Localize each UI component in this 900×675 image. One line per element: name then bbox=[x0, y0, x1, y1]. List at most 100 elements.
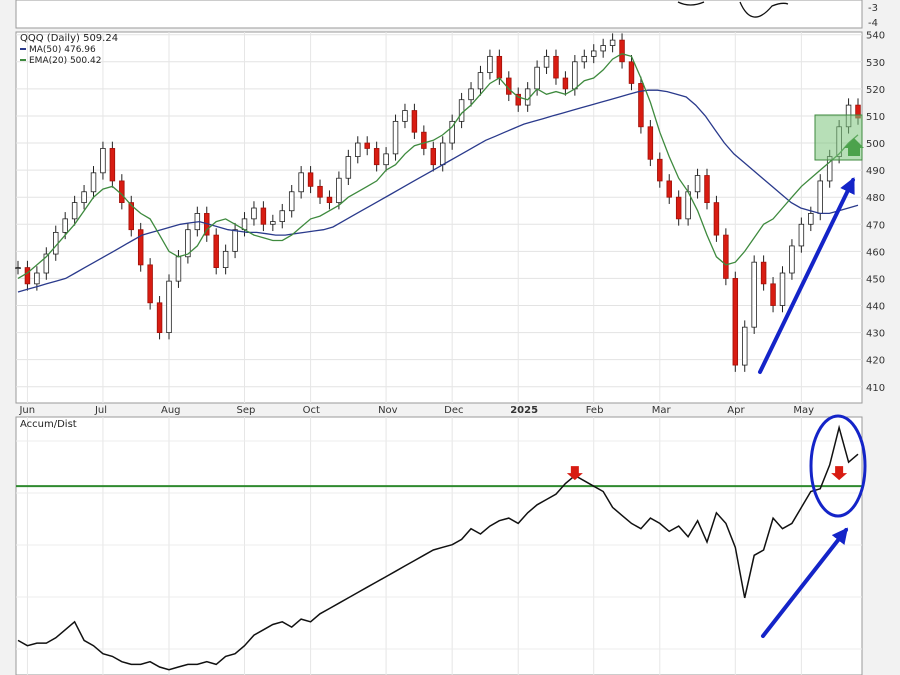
ad-highlight-circle bbox=[809, 414, 867, 518]
ad-line bbox=[17, 424, 859, 671]
candle-body bbox=[232, 229, 238, 252]
price-legend: QQQ (Daily) 509.24 MA(50) 476.96 EMA(20)… bbox=[20, 33, 118, 66]
ad-trend-arrow bbox=[761, 527, 848, 638]
candle-body bbox=[34, 272, 40, 285]
candle-body bbox=[288, 191, 295, 212]
candle-body bbox=[581, 55, 588, 63]
candle-body bbox=[760, 261, 767, 285]
x-tick-label: Apr bbox=[727, 405, 745, 416]
candle-body bbox=[704, 175, 710, 204]
candle-body bbox=[723, 234, 729, 279]
candle-body bbox=[468, 88, 474, 101]
candle-body bbox=[657, 158, 663, 182]
price-tick-label: 460 bbox=[866, 247, 885, 258]
candle-body bbox=[770, 283, 776, 306]
price-tick-label: 520 bbox=[866, 85, 885, 96]
candle-body bbox=[364, 142, 370, 149]
candle-body bbox=[166, 280, 172, 333]
x-tick-label: Jul bbox=[94, 405, 107, 416]
candle-body bbox=[808, 213, 814, 225]
candle-body bbox=[147, 264, 153, 304]
candle-body bbox=[496, 55, 503, 79]
candle-body bbox=[572, 61, 578, 90]
candle-body bbox=[336, 177, 342, 204]
green-up-arrow-icon bbox=[844, 138, 864, 156]
candle-body bbox=[175, 256, 182, 282]
candle-body bbox=[590, 50, 597, 57]
candle-body bbox=[326, 196, 333, 204]
ad-grid bbox=[16, 417, 862, 675]
candle-body bbox=[789, 245, 795, 274]
ma50-line bbox=[17, 89, 859, 293]
candle-body bbox=[43, 253, 50, 274]
top-tick-3: -3 bbox=[868, 3, 878, 14]
candle-body bbox=[619, 39, 625, 63]
candle-body bbox=[553, 55, 559, 79]
candle-body bbox=[751, 261, 757, 328]
red-down-arrow-icon bbox=[566, 466, 583, 481]
candle-body bbox=[24, 267, 31, 285]
price-tick-label: 470 bbox=[866, 220, 885, 231]
candle-body bbox=[307, 172, 314, 187]
candle-body bbox=[137, 229, 144, 266]
candle-body bbox=[562, 77, 569, 90]
candle-body bbox=[119, 180, 125, 204]
ad-red-markers bbox=[566, 466, 848, 481]
candle-body bbox=[279, 210, 286, 222]
candle-body bbox=[515, 93, 521, 106]
candle-body bbox=[647, 126, 654, 160]
candle-body bbox=[411, 110, 418, 133]
candle-body bbox=[600, 45, 606, 52]
top-tick-4: -4 bbox=[868, 18, 878, 29]
price-tick-label: 480 bbox=[866, 193, 885, 204]
candle-body bbox=[71, 202, 78, 220]
price-tick-label: 490 bbox=[866, 166, 885, 177]
candle-body bbox=[100, 148, 106, 174]
candle-body bbox=[156, 302, 163, 333]
candle-body bbox=[675, 196, 682, 220]
candle-body bbox=[373, 148, 380, 166]
candle-body bbox=[15, 267, 21, 269]
price-trend-arrow bbox=[758, 177, 855, 374]
candle-body bbox=[298, 172, 304, 193]
candle-body bbox=[81, 191, 87, 204]
candle-body bbox=[383, 153, 389, 166]
candle-body bbox=[185, 229, 191, 258]
top-indicator-panel bbox=[15, 0, 863, 29]
top-indicator-line-2 bbox=[739, 1, 789, 18]
x-tick-label: Sep bbox=[237, 405, 256, 416]
candle-body bbox=[779, 272, 786, 306]
candle-body bbox=[213, 234, 219, 268]
candle-body bbox=[421, 131, 427, 149]
candle-body bbox=[222, 250, 229, 268]
candle-body bbox=[128, 202, 134, 231]
candle-body bbox=[742, 326, 748, 366]
candle-body bbox=[609, 39, 616, 46]
x-tick-label: Mar bbox=[652, 405, 672, 416]
candle-body bbox=[458, 99, 465, 122]
price-panel bbox=[15, 31, 863, 404]
ema-legend-label: EMA(20) 500.42 bbox=[29, 56, 101, 66]
candle-body bbox=[694, 175, 701, 193]
x-tick-label: Feb bbox=[586, 405, 604, 416]
candle-body bbox=[817, 180, 823, 214]
candle-body bbox=[628, 61, 635, 84]
candle-body bbox=[345, 156, 352, 179]
candle-body bbox=[534, 66, 540, 90]
candle-body bbox=[487, 55, 493, 74]
x-tick-label: Nov bbox=[378, 405, 398, 416]
price-tick-label: 510 bbox=[866, 112, 885, 123]
price-tick-label: 420 bbox=[866, 356, 885, 367]
candle-body bbox=[402, 110, 408, 122]
red-down-arrow-icon bbox=[831, 466, 848, 481]
candle-body bbox=[798, 223, 805, 247]
candle-body bbox=[638, 83, 644, 128]
x-tick-label: 2025 bbox=[510, 405, 538, 416]
price-tick-label: 410 bbox=[866, 383, 885, 394]
candle-body bbox=[270, 221, 276, 225]
price-tick-label: 440 bbox=[866, 302, 885, 313]
ad-panel bbox=[15, 416, 863, 675]
price-tick-label: 500 bbox=[866, 139, 885, 150]
candle-body bbox=[109, 148, 116, 182]
